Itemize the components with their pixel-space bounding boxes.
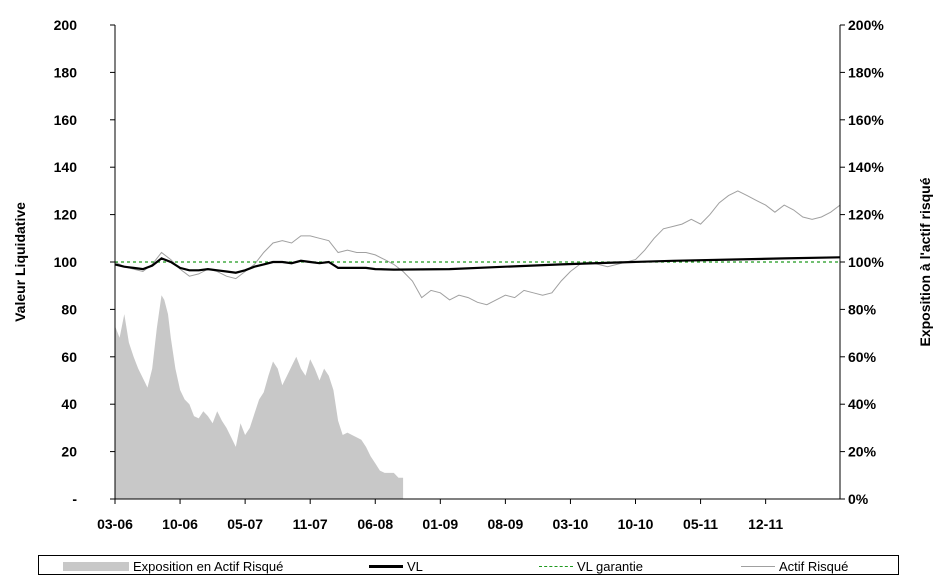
legend-label-actif-risque: Actif Risqué	[779, 558, 849, 574]
y-right-tick-label: 40%	[848, 396, 877, 412]
y-left-tick-label: 180	[54, 64, 78, 80]
legend-label-vl: VL	[407, 558, 423, 574]
x-tick-label: 01-09	[422, 516, 458, 532]
y-left-tick-label: 20	[61, 444, 77, 460]
legend-item-actif-risque: Actif Risqué	[741, 556, 848, 576]
ticks: - 20 40 60 80 100 120 140 160 180 200 0% 20% 40% 60% 80…	[54, 17, 885, 532]
legend-swatch-exposition	[63, 561, 129, 571]
x-tick-label: 12-11	[748, 516, 783, 532]
y-left-tick-label: 140	[54, 159, 78, 175]
x-tick-label: 10-10	[618, 516, 654, 532]
legend-item-vl-garantie: VL garantie	[539, 556, 643, 576]
y-left-tick-label: 160	[54, 112, 78, 128]
x-tick-label: 03-06	[97, 516, 133, 532]
legend-label-vl-garantie: VL garantie	[577, 558, 644, 574]
legend-swatch-vl-garantie	[539, 565, 573, 567]
y-right-tick-label: 80%	[848, 301, 877, 317]
series-area-exposition-en-actif-risqu	[115, 295, 404, 499]
legend-swatch-actif-risque	[741, 565, 775, 567]
y-right-tick-label: 120%	[848, 207, 884, 223]
y-right-tick-label: 200%	[848, 17, 884, 33]
x-tick-label: 10-06	[162, 516, 198, 532]
x-tick-label: 05-07	[227, 516, 263, 532]
y-left-tick-label: 60	[61, 349, 77, 365]
legend-label-exposition: Exposition en Actif Risqué	[133, 558, 284, 574]
y-left-tick-label: 200	[54, 17, 78, 33]
y-left-tick-label: -	[72, 491, 77, 507]
y-left-tick-label: 100	[54, 254, 78, 270]
y-right-axis-title: Exposition à l'actif risqué	[917, 177, 933, 346]
y-right-tick-label: 0%	[848, 491, 869, 507]
y-right-tick-label: 20%	[848, 444, 877, 460]
x-tick-label: 06-08	[357, 516, 393, 532]
y-left-axis-title: Valeur Liquidative	[12, 202, 28, 322]
legend-swatch-vl	[369, 564, 403, 568]
x-tick-label: 08-09	[487, 516, 523, 532]
y-left-tick-label: 120	[54, 207, 78, 223]
plot-area	[114, 190, 841, 499]
y-right-tick-label: 180%	[848, 64, 884, 80]
y-left-tick-label: 80	[61, 301, 77, 317]
y-right-tick-label: 60%	[848, 349, 877, 365]
y-right-tick-label: 160%	[848, 112, 884, 128]
x-tick-label: 11-07	[293, 516, 328, 532]
series-line-actif-risqu	[114, 190, 841, 306]
y-right-tick-label: 140%	[848, 159, 884, 175]
legend: Exposition en Actif Risqué VL VL garanti…	[38, 555, 899, 575]
series-line-vl	[114, 256, 841, 274]
y-left-tick-label: 40	[61, 396, 77, 412]
y-right-tick-label: 100%	[848, 254, 884, 270]
x-tick-label: 03-10	[553, 516, 589, 532]
chart: - 20 40 60 80 100 120 140 160 180 200 0% 20% 40% 60% 80…	[12, 17, 933, 532]
legend-item-vl: VL	[369, 556, 423, 576]
x-tick-label: 05-11	[683, 516, 718, 532]
legend-item-exposition: Exposition en Actif Risqué	[63, 556, 283, 576]
